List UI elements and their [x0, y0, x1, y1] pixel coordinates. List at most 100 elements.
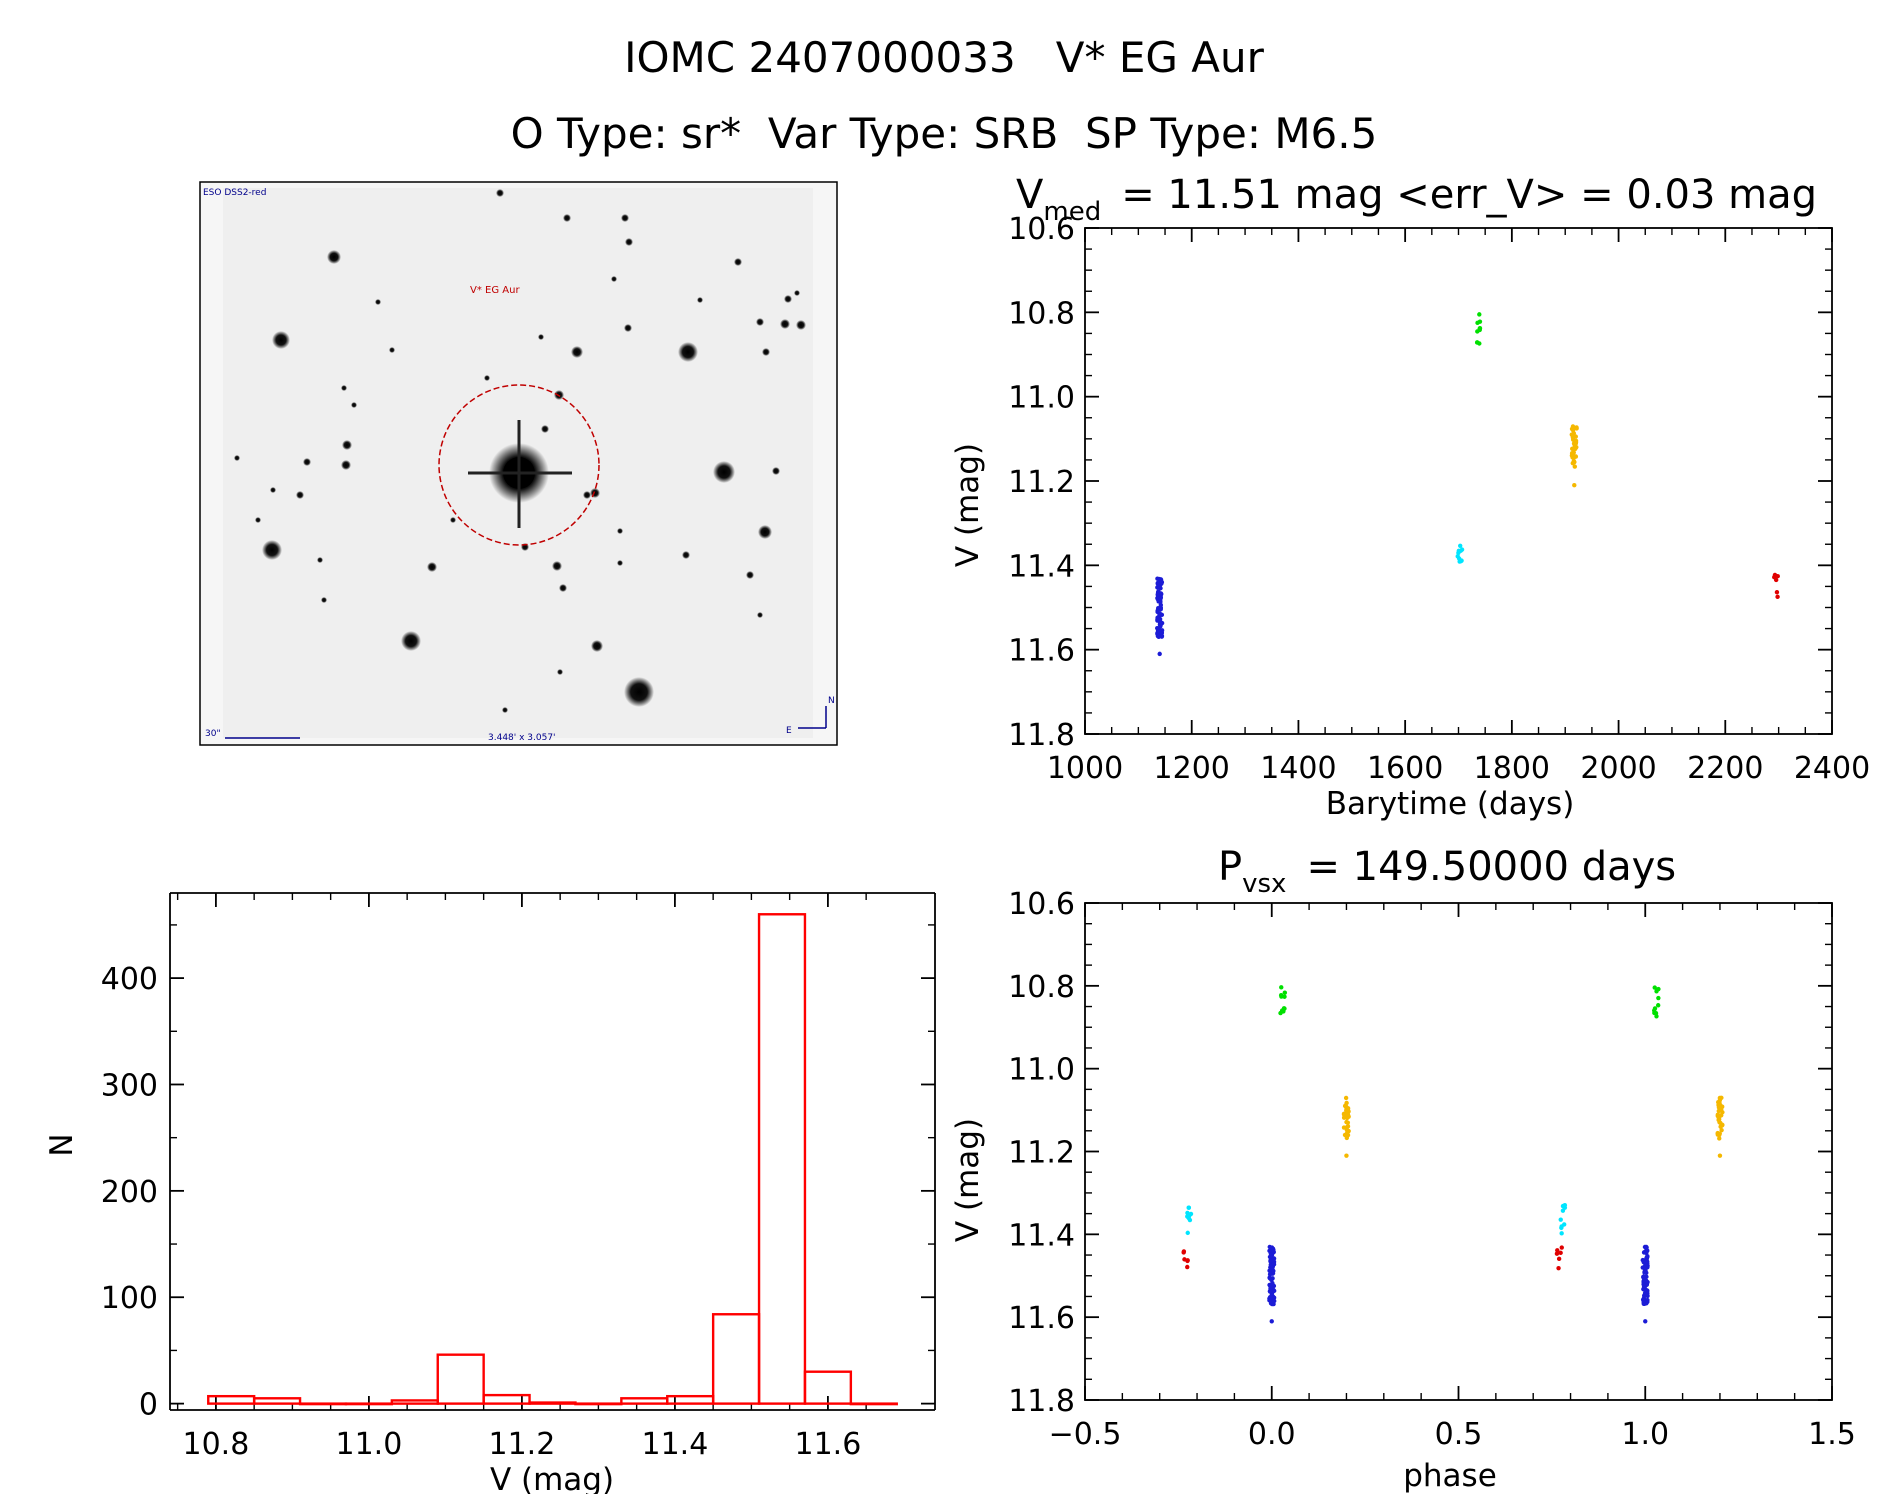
diffraction-spikes	[468, 420, 572, 528]
data-point	[1644, 1255, 1649, 1260]
y-tick-label: 11.8	[1008, 1384, 1075, 1419]
data-point	[1641, 1284, 1647, 1289]
data-point	[1775, 594, 1780, 600]
data-point	[1345, 1128, 1350, 1133]
data-point	[1558, 1250, 1563, 1256]
star	[541, 425, 549, 433]
x-tick-label: −0.5	[1049, 1417, 1122, 1452]
y-tick-label: 10.8	[1008, 296, 1075, 331]
star	[762, 348, 770, 356]
histogram-chart: 10.8 11.0 11.2 11.4 11.6 0 100 200 300 400 V (mag…	[44, 892, 936, 1494]
star	[713, 461, 735, 483]
x-tick-label: 11.4	[642, 1427, 709, 1462]
data-point	[1772, 575, 1777, 580]
data-point	[1559, 1225, 1564, 1231]
star	[591, 640, 603, 652]
data-point	[1572, 443, 1577, 449]
data-point	[1475, 329, 1480, 334]
x-tick-label: 2400	[1794, 751, 1870, 786]
star-field	[234, 189, 806, 713]
data-point	[1341, 1125, 1347, 1130]
x-tick-label: 1000	[1047, 751, 1123, 786]
data-point	[1716, 1099, 1721, 1105]
data-point	[1642, 1244, 1648, 1250]
x-tick-label: 11.0	[336, 1427, 403, 1462]
data-point	[1477, 312, 1482, 317]
compass-arrows	[798, 706, 827, 729]
x-tick-label: 0.5	[1435, 1417, 1483, 1452]
data-point	[1644, 1288, 1650, 1294]
y-tick-label: 11.2	[1008, 1136, 1075, 1171]
star	[784, 295, 792, 303]
star	[772, 467, 780, 475]
data-point	[1186, 1205, 1191, 1210]
star	[262, 540, 282, 560]
data-point	[1156, 582, 1161, 587]
star	[697, 297, 703, 303]
y-tick-label: 10.6	[1008, 212, 1075, 247]
data-point	[1279, 985, 1284, 990]
histogram-bar	[849, 1402, 898, 1406]
data-point	[1457, 559, 1462, 564]
star	[794, 290, 800, 296]
star	[255, 517, 261, 523]
x-tick-label: 2200	[1687, 751, 1763, 786]
x-tick-label: 1600	[1367, 751, 1443, 786]
histogram-bars	[207, 913, 898, 1406]
data-point	[1344, 1104, 1349, 1110]
star	[571, 346, 583, 358]
data-point	[1719, 1113, 1724, 1118]
star	[296, 491, 304, 499]
header-line-1: IOMC 2407000033 V* EG Aur	[624, 33, 1264, 82]
star	[538, 334, 544, 340]
histogram-bar	[620, 1397, 669, 1405]
star	[625, 238, 633, 246]
data-point	[1187, 1217, 1193, 1223]
data-point	[1185, 1264, 1190, 1270]
data-point	[1558, 1217, 1563, 1222]
data-point	[1775, 573, 1780, 579]
east-label: E	[786, 726, 792, 736]
star	[757, 612, 763, 618]
phase-curve-axes: −0.5 0.0 0.5 1.0 1.5 10.6 10.8 11.0 11.2 11.4 11.6…	[1008, 887, 1856, 1452]
histogram-bar	[252, 1397, 302, 1405]
data-point	[1159, 634, 1165, 639]
data-point	[1641, 1278, 1646, 1284]
star	[389, 347, 395, 353]
data-point	[1651, 1008, 1657, 1013]
data-point	[1654, 1014, 1659, 1019]
star	[341, 385, 347, 391]
data-point	[1643, 1265, 1648, 1271]
data-point	[1157, 611, 1163, 616]
star	[563, 214, 571, 222]
data-point	[1477, 326, 1482, 331]
y-tick-label: 11.0	[1008, 381, 1075, 416]
light-curve-title: Vmed = 11.51 mag <err_V> = 0.03 mag	[1016, 172, 1817, 227]
data-point	[1561, 1222, 1567, 1227]
data-point	[1156, 618, 1161, 623]
star	[624, 324, 632, 332]
data-point	[1188, 1211, 1194, 1217]
data-point	[1156, 627, 1162, 633]
data-point	[1282, 994, 1287, 999]
y-tick-label: 11.0	[1008, 1053, 1075, 1088]
y-tick-label: 11.6	[1008, 634, 1075, 669]
data-point	[1185, 1210, 1190, 1216]
data-point	[1656, 995, 1661, 1001]
data-point	[1181, 1249, 1187, 1254]
star	[678, 342, 698, 362]
x-tick-label: 1.5	[1808, 1417, 1856, 1452]
data-point	[1459, 547, 1465, 552]
data-point	[1158, 602, 1163, 608]
survey-label: ESO DSS2-red	[203, 188, 266, 198]
target-label: V* EG Aur	[470, 285, 520, 296]
x-tick-label: 10.8	[183, 1427, 250, 1462]
data-point	[1554, 1251, 1560, 1256]
x-tick-label: 11.6	[795, 1427, 862, 1462]
data-point	[1267, 1272, 1273, 1277]
y-tick-label: 11.6	[1008, 1301, 1075, 1336]
data-point	[1717, 1136, 1722, 1141]
x-tick-label: 1400	[1260, 751, 1336, 786]
star	[502, 707, 508, 713]
x-tick-label: 1200	[1154, 751, 1230, 786]
